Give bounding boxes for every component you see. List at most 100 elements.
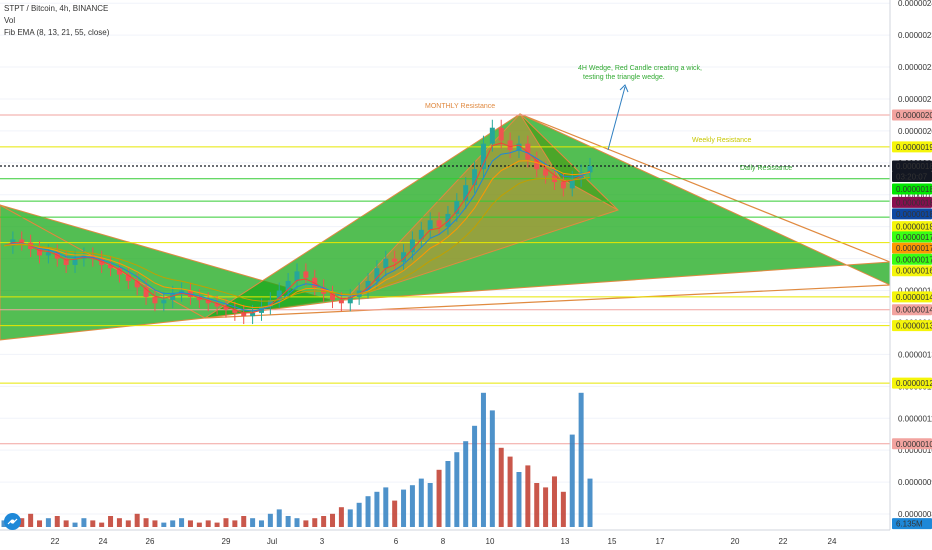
volume-bar [196, 522, 202, 527]
x-tick-label: 3 [320, 537, 325, 546]
y-tick-label: 0.00000240 [898, 0, 932, 8]
volume-bar [560, 491, 566, 527]
price-badge [892, 183, 932, 195]
pattern-drawings [0, 113, 891, 341]
ema-line [3, 176, 591, 302]
volume-bar [143, 518, 149, 527]
price-badge-label: 0.00000144 [896, 306, 932, 315]
volume-bar [578, 392, 584, 527]
volume-bar [472, 425, 478, 527]
volume-bar [232, 520, 238, 527]
ema-legend[interactable]: Fib EMA (8, 13, 21, 55, close) [4, 28, 110, 37]
volume-bar [303, 520, 309, 527]
candle-body [330, 293, 336, 301]
volume-bar [125, 520, 131, 527]
volume-bar [170, 520, 176, 527]
candle-body [250, 312, 256, 317]
volume-bar [365, 496, 371, 527]
price-badge [892, 253, 932, 265]
x-tick-label: 26 [146, 537, 155, 546]
candle-body [543, 169, 549, 176]
volume-bar [54, 516, 60, 527]
candle-body [489, 127, 495, 144]
price-badge-label: 0.00000182 [896, 223, 932, 232]
price-badge [892, 438, 932, 450]
volume-bar [116, 518, 122, 527]
volume-bar [463, 441, 469, 527]
price-badge [892, 109, 932, 121]
wedge-note-line-2: testing the triangle wedge. [583, 74, 665, 81]
candle-body [72, 258, 78, 265]
volume-bar [267, 513, 273, 527]
ema-line [3, 160, 591, 309]
volume-bar [161, 522, 167, 527]
candle-body [161, 300, 167, 304]
volume-bar [401, 489, 407, 527]
volume-bar [152, 520, 158, 527]
volume-bar [294, 518, 300, 527]
volume-bar [330, 513, 336, 527]
volume-bar [285, 516, 291, 527]
volume-bar [187, 520, 193, 527]
annotations: MONTHLY Resistance Weekly Resistance Daily… [425, 65, 792, 172]
volume-bar [81, 518, 87, 527]
candle-body [472, 169, 478, 186]
volume-bar [258, 520, 264, 527]
candle-body [498, 127, 504, 141]
x-tick-label: 29 [222, 537, 231, 546]
volume-bar [63, 520, 69, 527]
volume-bar [250, 518, 256, 527]
volume-bar [374, 491, 380, 527]
candle-body [196, 296, 202, 301]
price-axis[interactable]: 0.00000240 0.00000230 0.00000220 0.00000210… [889, 0, 932, 550]
volume-bar [321, 516, 327, 527]
volume-bar [179, 518, 185, 527]
volume-bar [37, 520, 43, 527]
tradingview-logo-icon[interactable] [4, 513, 21, 530]
price-badge-label: 0.00000183 [896, 210, 932, 219]
daily-resistance-label: Daily Resistance [740, 165, 792, 172]
x-tick-label: 17 [656, 537, 665, 546]
volume-bar [445, 461, 451, 527]
volume-bar [569, 434, 575, 527]
price-badge [892, 265, 932, 277]
volume-bar [534, 483, 540, 527]
volume-bar [392, 500, 398, 527]
weekly-resistance-label: Weekly Resistance [692, 137, 752, 144]
candle-body [223, 306, 229, 310]
candle-body [374, 268, 380, 281]
candle-body [214, 303, 220, 307]
price-badge-label: 0.00000205 [896, 111, 932, 120]
x-tick-label: 22 [51, 537, 60, 546]
x-tick-label: 10 [486, 537, 495, 546]
volume-bar [418, 478, 424, 527]
volume-bar [223, 518, 229, 527]
volume-bar [516, 472, 522, 527]
fib-ema-lines [3, 142, 591, 314]
volume-bar [19, 518, 25, 527]
volume-bar [45, 518, 51, 527]
y-tick-label: 0.00000230 [898, 31, 932, 40]
price-badge [892, 221, 932, 233]
time-axis[interactable]: 22 24 26 29 Jul 3 6 8 10 13 15 17 20 22 24 [0, 529, 890, 546]
candle-body [587, 166, 593, 173]
candle-body [427, 220, 433, 230]
wedge-tip [519, 113, 619, 211]
x-tick-label: Jul [267, 537, 277, 546]
price-badge [892, 141, 932, 153]
symbol-legend[interactable]: STPT / Bitcoin, 4h, BINANCE [4, 4, 109, 13]
price-badge [892, 231, 932, 243]
candle-body [205, 300, 211, 304]
volume-bar [356, 502, 362, 527]
candle-body [516, 143, 522, 151]
volume-bar [72, 522, 78, 527]
candle-body [383, 258, 389, 269]
candle-body [232, 309, 238, 313]
volume-legend[interactable]: Vol [4, 16, 16, 25]
volume-bar [507, 456, 513, 527]
candle-body [401, 252, 407, 262]
x-tick-label: 15 [608, 537, 617, 546]
volume-bar [409, 485, 415, 527]
